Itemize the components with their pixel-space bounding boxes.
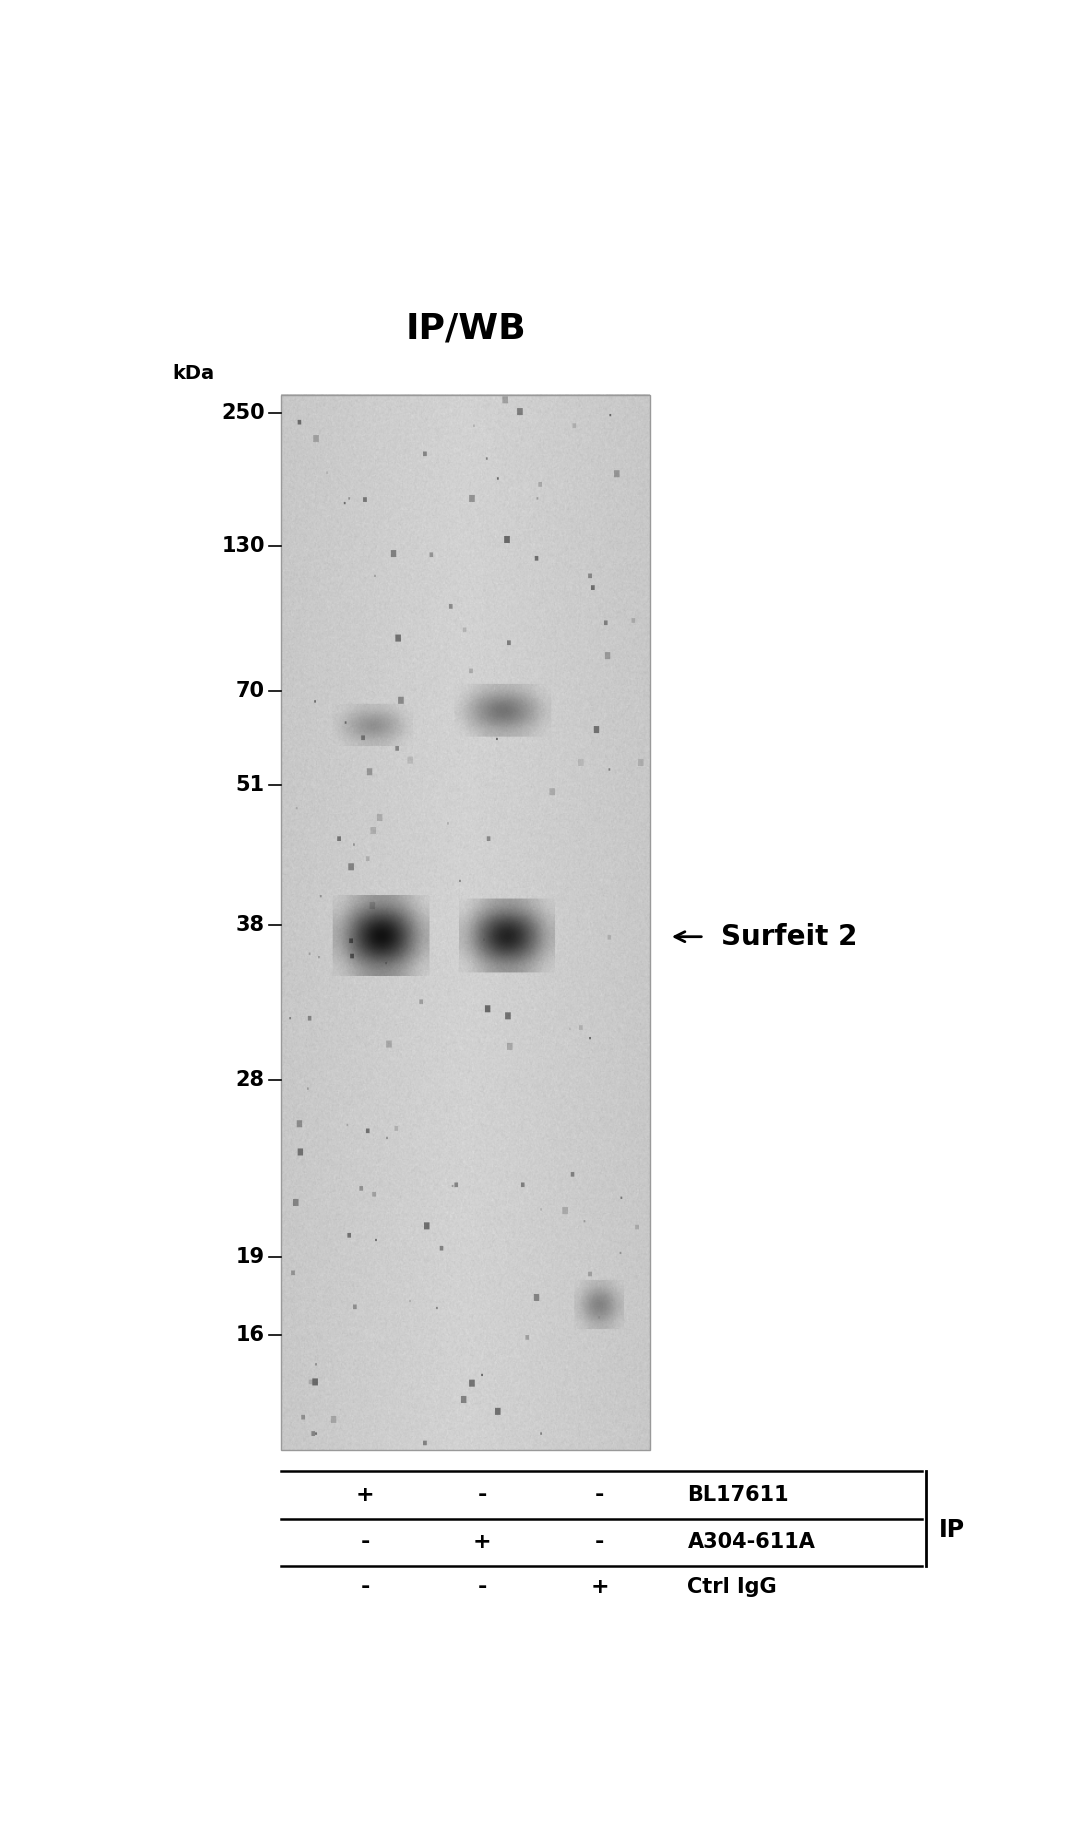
Text: 70: 70 [235,680,265,700]
Text: A304-611A: A304-611A [688,1531,815,1551]
Text: -: - [477,1577,487,1597]
Text: -: - [595,1531,604,1551]
Text: BL17611: BL17611 [688,1485,789,1505]
Text: IP: IP [939,1518,964,1542]
Text: 28: 28 [235,1071,265,1091]
Text: Surfeit 2: Surfeit 2 [721,923,858,950]
Text: +: + [591,1577,609,1597]
Text: kDa: kDa [173,365,215,384]
Text: +: + [473,1531,491,1551]
Text: Ctrl IgG: Ctrl IgG [688,1577,777,1597]
Text: -: - [595,1485,604,1505]
Text: -: - [361,1531,369,1551]
Text: 19: 19 [235,1248,265,1268]
Text: IP/WB: IP/WB [405,312,526,345]
Text: 130: 130 [221,535,265,555]
Text: 38: 38 [235,915,265,935]
Text: -: - [361,1577,369,1597]
Bar [282,395,650,1451]
Text: +: + [356,1485,375,1505]
Text: 16: 16 [235,1325,265,1345]
Text: -: - [477,1485,487,1505]
Text: 250: 250 [221,404,265,424]
Text: 51: 51 [235,775,265,795]
